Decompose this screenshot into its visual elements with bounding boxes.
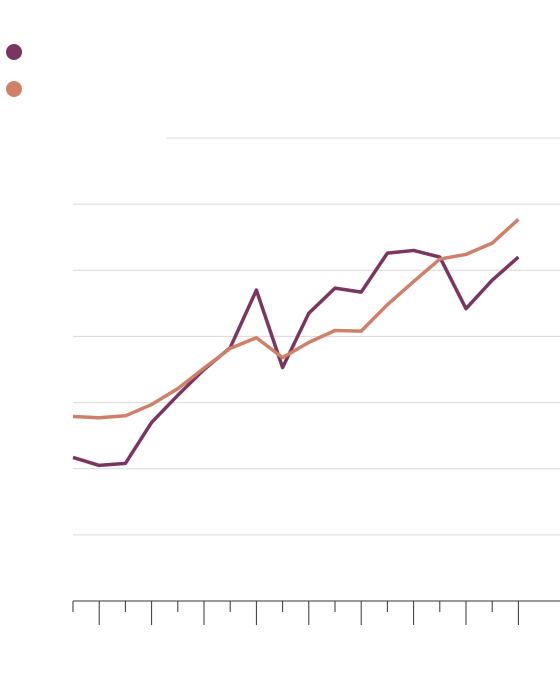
legend-marker (6, 81, 22, 97)
series-line (72, 248, 520, 468)
legend-marker (6, 44, 22, 60)
series-line (72, 218, 520, 420)
